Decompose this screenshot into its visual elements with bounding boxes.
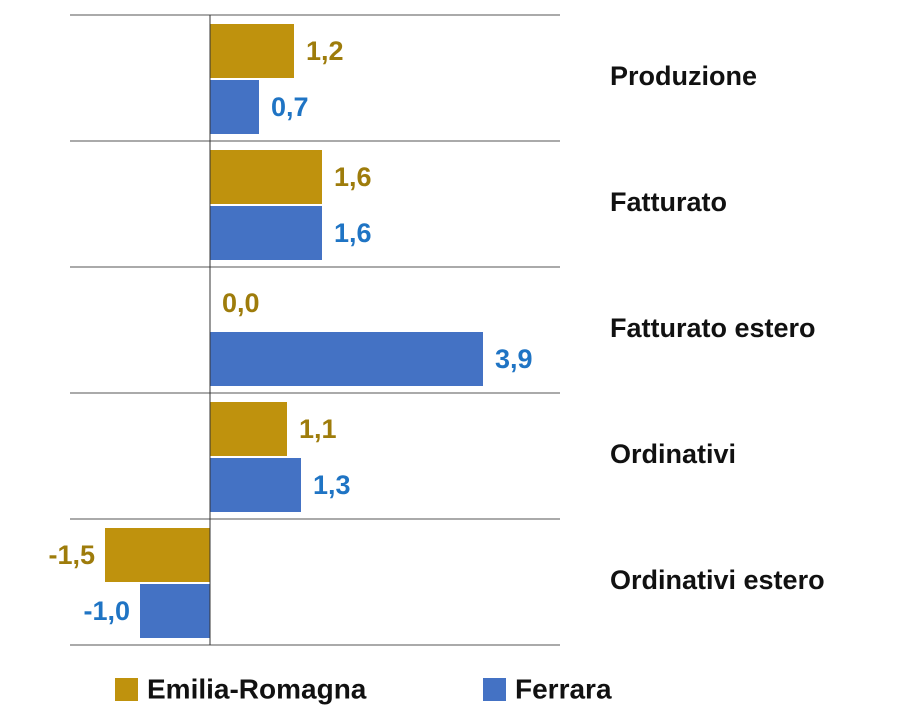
bar <box>210 402 287 456</box>
value-label: 1,2 <box>306 36 344 66</box>
bar <box>210 206 322 260</box>
legend-label: Emilia-Romagna <box>147 673 367 704</box>
legend-swatch <box>483 678 506 701</box>
legend-swatch <box>115 678 138 701</box>
bar <box>210 24 294 78</box>
legend-label: Ferrara <box>515 673 612 704</box>
value-label: 1,6 <box>334 218 372 248</box>
category-label: Fatturato <box>610 187 727 217</box>
value-label: 0,0 <box>222 288 260 318</box>
category-label: Ordinativi <box>610 439 736 469</box>
category-label: Fatturato estero <box>610 313 816 343</box>
value-label: -1,5 <box>48 540 95 570</box>
value-label: 3,9 <box>495 344 533 374</box>
value-label: 1,3 <box>313 470 351 500</box>
bar <box>105 528 210 582</box>
bar <box>210 458 301 512</box>
category-label: Ordinativi estero <box>610 565 825 595</box>
value-label: 1,1 <box>299 414 337 444</box>
bar <box>210 332 483 386</box>
bar <box>210 150 322 204</box>
category-label: Produzione <box>610 61 757 91</box>
value-label: 1,6 <box>334 162 372 192</box>
value-label: -1,0 <box>83 596 130 626</box>
bar <box>140 584 210 638</box>
value-label: 0,7 <box>271 92 309 122</box>
bar <box>210 80 259 134</box>
